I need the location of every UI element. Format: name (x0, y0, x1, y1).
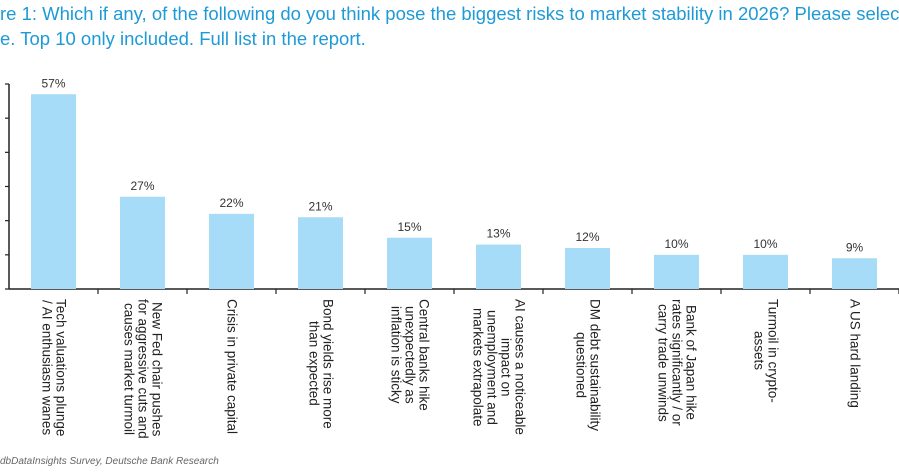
data-label: 22% (219, 196, 243, 210)
bar (476, 244, 521, 289)
data-label: 10% (664, 237, 688, 251)
bar (298, 217, 343, 289)
category-label: Crisis in private capital (224, 299, 240, 435)
category-label: AI causes a noticeable impact on unemplo… (470, 299, 528, 435)
data-label: 27% (130, 179, 154, 193)
category-label: Tech valuations plunge / AI enthusiasm w… (39, 299, 69, 437)
bar (743, 254, 788, 289)
category-label: Central banks hike unexpectedly as infla… (388, 299, 432, 411)
bar-chart: 57% 27% 22% 21% 15% 13% 12% 10% 10% 9% (5, 76, 899, 294)
figure-title-line-1: re 1: Which if any, of the following do … (0, 3, 899, 24)
data-label: 12% (575, 230, 599, 244)
category-label: A US hard landing (847, 299, 863, 408)
bar (209, 213, 254, 289)
category-label: New Fed chair pushes for aggressive cuts… (121, 299, 165, 439)
category-label: Bank of Japan hike rates significantly /… (655, 299, 699, 426)
bar (654, 254, 699, 289)
data-label: 21% (308, 199, 332, 213)
data-label: 15% (397, 220, 421, 234)
data-label: 13% (486, 227, 510, 241)
bar (387, 237, 432, 289)
data-label: 10% (753, 237, 777, 251)
data-label: 9% (846, 240, 864, 254)
bar (565, 248, 610, 289)
bar (120, 196, 165, 289)
bar (31, 94, 76, 289)
data-label: 57% (41, 76, 65, 90)
figure-title-line-2: e. Top 10 only included. Full list in th… (0, 28, 366, 49)
category-label: Bond yields rise more than expected (306, 299, 336, 429)
category-label: Turmoil in crypto- assets (751, 299, 781, 403)
category-label: DM debt sustainability questioned (573, 299, 603, 432)
source-note: dbDataInsights Survey, Deutsche Bank Res… (0, 456, 219, 467)
bar (832, 258, 877, 289)
